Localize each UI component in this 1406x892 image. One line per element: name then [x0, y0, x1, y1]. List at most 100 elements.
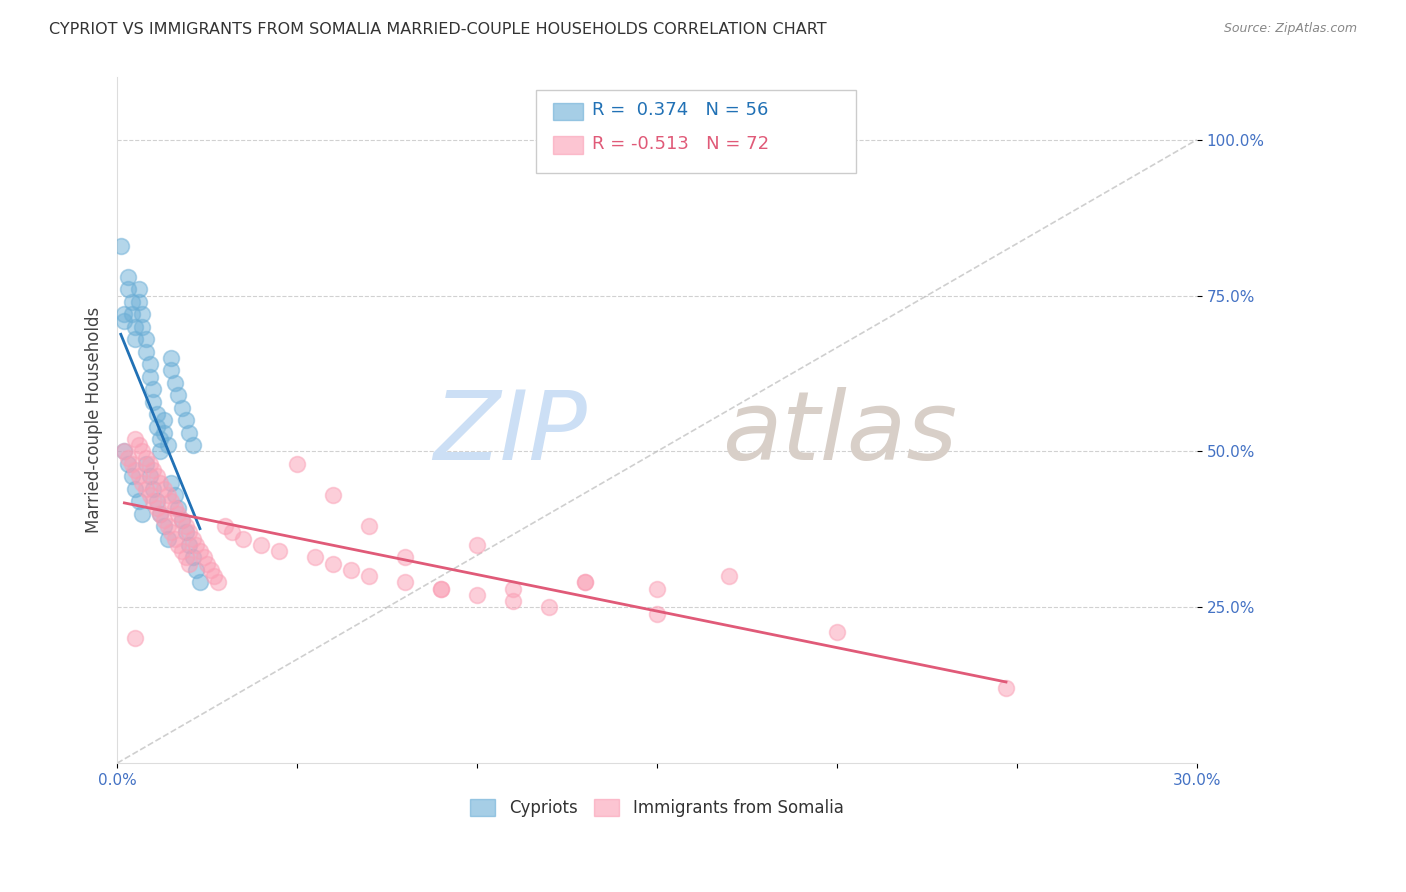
Point [121, 457, 143, 471]
Point [110, 238, 132, 252]
Point [163, 488, 186, 502]
Point [465, 538, 488, 552]
Point [156, 519, 179, 533]
Point [207, 575, 229, 590]
Point [146, 494, 169, 508]
Point [121, 307, 143, 321]
Point [174, 413, 197, 427]
Point [149, 432, 172, 446]
Point [359, 519, 381, 533]
Point [138, 357, 160, 371]
Point [138, 369, 160, 384]
Point [430, 582, 453, 596]
Point [188, 544, 211, 558]
Point [193, 550, 215, 565]
Point [574, 575, 596, 590]
Point [167, 507, 190, 521]
Point [200, 563, 222, 577]
Point [214, 519, 236, 533]
Text: R =  0.374   N = 56: R = 0.374 N = 56 [592, 101, 768, 119]
Point [160, 363, 183, 377]
Point [153, 425, 176, 440]
Point [138, 469, 160, 483]
Point [117, 282, 139, 296]
Point [131, 507, 153, 521]
Point [153, 519, 176, 533]
Point [117, 450, 139, 465]
Point [645, 607, 668, 621]
Point [340, 563, 363, 577]
Point [124, 319, 146, 334]
Point [179, 525, 201, 540]
Point [112, 307, 135, 321]
Point [135, 332, 157, 346]
Point [179, 425, 201, 440]
Point [160, 475, 183, 490]
Point [181, 532, 204, 546]
Point [142, 494, 165, 508]
Point [142, 463, 165, 477]
Point [170, 513, 193, 527]
Point [153, 482, 176, 496]
Point [322, 557, 344, 571]
Point [149, 507, 172, 521]
Point [121, 294, 143, 309]
Point [269, 544, 291, 558]
Point [179, 538, 201, 552]
Point [430, 582, 453, 596]
Point [502, 582, 524, 596]
Point [465, 588, 488, 602]
Point [304, 550, 326, 565]
Point [121, 469, 143, 483]
Point [131, 444, 153, 458]
Point [124, 432, 146, 446]
Point [394, 550, 416, 565]
Text: R = -0.513   N = 72: R = -0.513 N = 72 [592, 135, 769, 153]
Point [128, 438, 150, 452]
Point [537, 600, 560, 615]
Point [112, 444, 135, 458]
Point [149, 475, 172, 490]
Point [131, 319, 153, 334]
Point [149, 444, 172, 458]
Point [163, 532, 186, 546]
Point [394, 575, 416, 590]
Point [153, 413, 176, 427]
Point [156, 532, 179, 546]
Point [202, 569, 225, 583]
Point [232, 532, 254, 546]
Point [174, 525, 197, 540]
Point [135, 482, 157, 496]
Point [167, 538, 190, 552]
Point [153, 513, 176, 527]
Point [285, 457, 308, 471]
Point [117, 457, 139, 471]
Point [135, 344, 157, 359]
Point [174, 519, 197, 533]
Point [146, 407, 169, 421]
Point [128, 282, 150, 296]
Y-axis label: Married-couple Households: Married-couple Households [86, 307, 103, 533]
Point [322, 488, 344, 502]
Point [146, 419, 169, 434]
Point [124, 332, 146, 346]
Point [181, 438, 204, 452]
Point [250, 538, 273, 552]
Point [167, 388, 190, 402]
Point [124, 632, 146, 646]
Point [717, 569, 740, 583]
Text: atlas: atlas [721, 387, 956, 481]
Point [195, 557, 218, 571]
Point [128, 294, 150, 309]
Text: CYPRIOT VS IMMIGRANTS FROM SOMALIA MARRIED-COUPLE HOUSEHOLDS CORRELATION CHART: CYPRIOT VS IMMIGRANTS FROM SOMALIA MARRI… [49, 22, 827, 37]
Point [128, 494, 150, 508]
Point [188, 575, 211, 590]
Point [156, 438, 179, 452]
Point [124, 482, 146, 496]
Point [645, 582, 668, 596]
Text: Source: ZipAtlas.com: Source: ZipAtlas.com [1223, 22, 1357, 36]
Point [124, 463, 146, 477]
Point [174, 550, 197, 565]
Point [170, 544, 193, 558]
Point [995, 681, 1018, 696]
